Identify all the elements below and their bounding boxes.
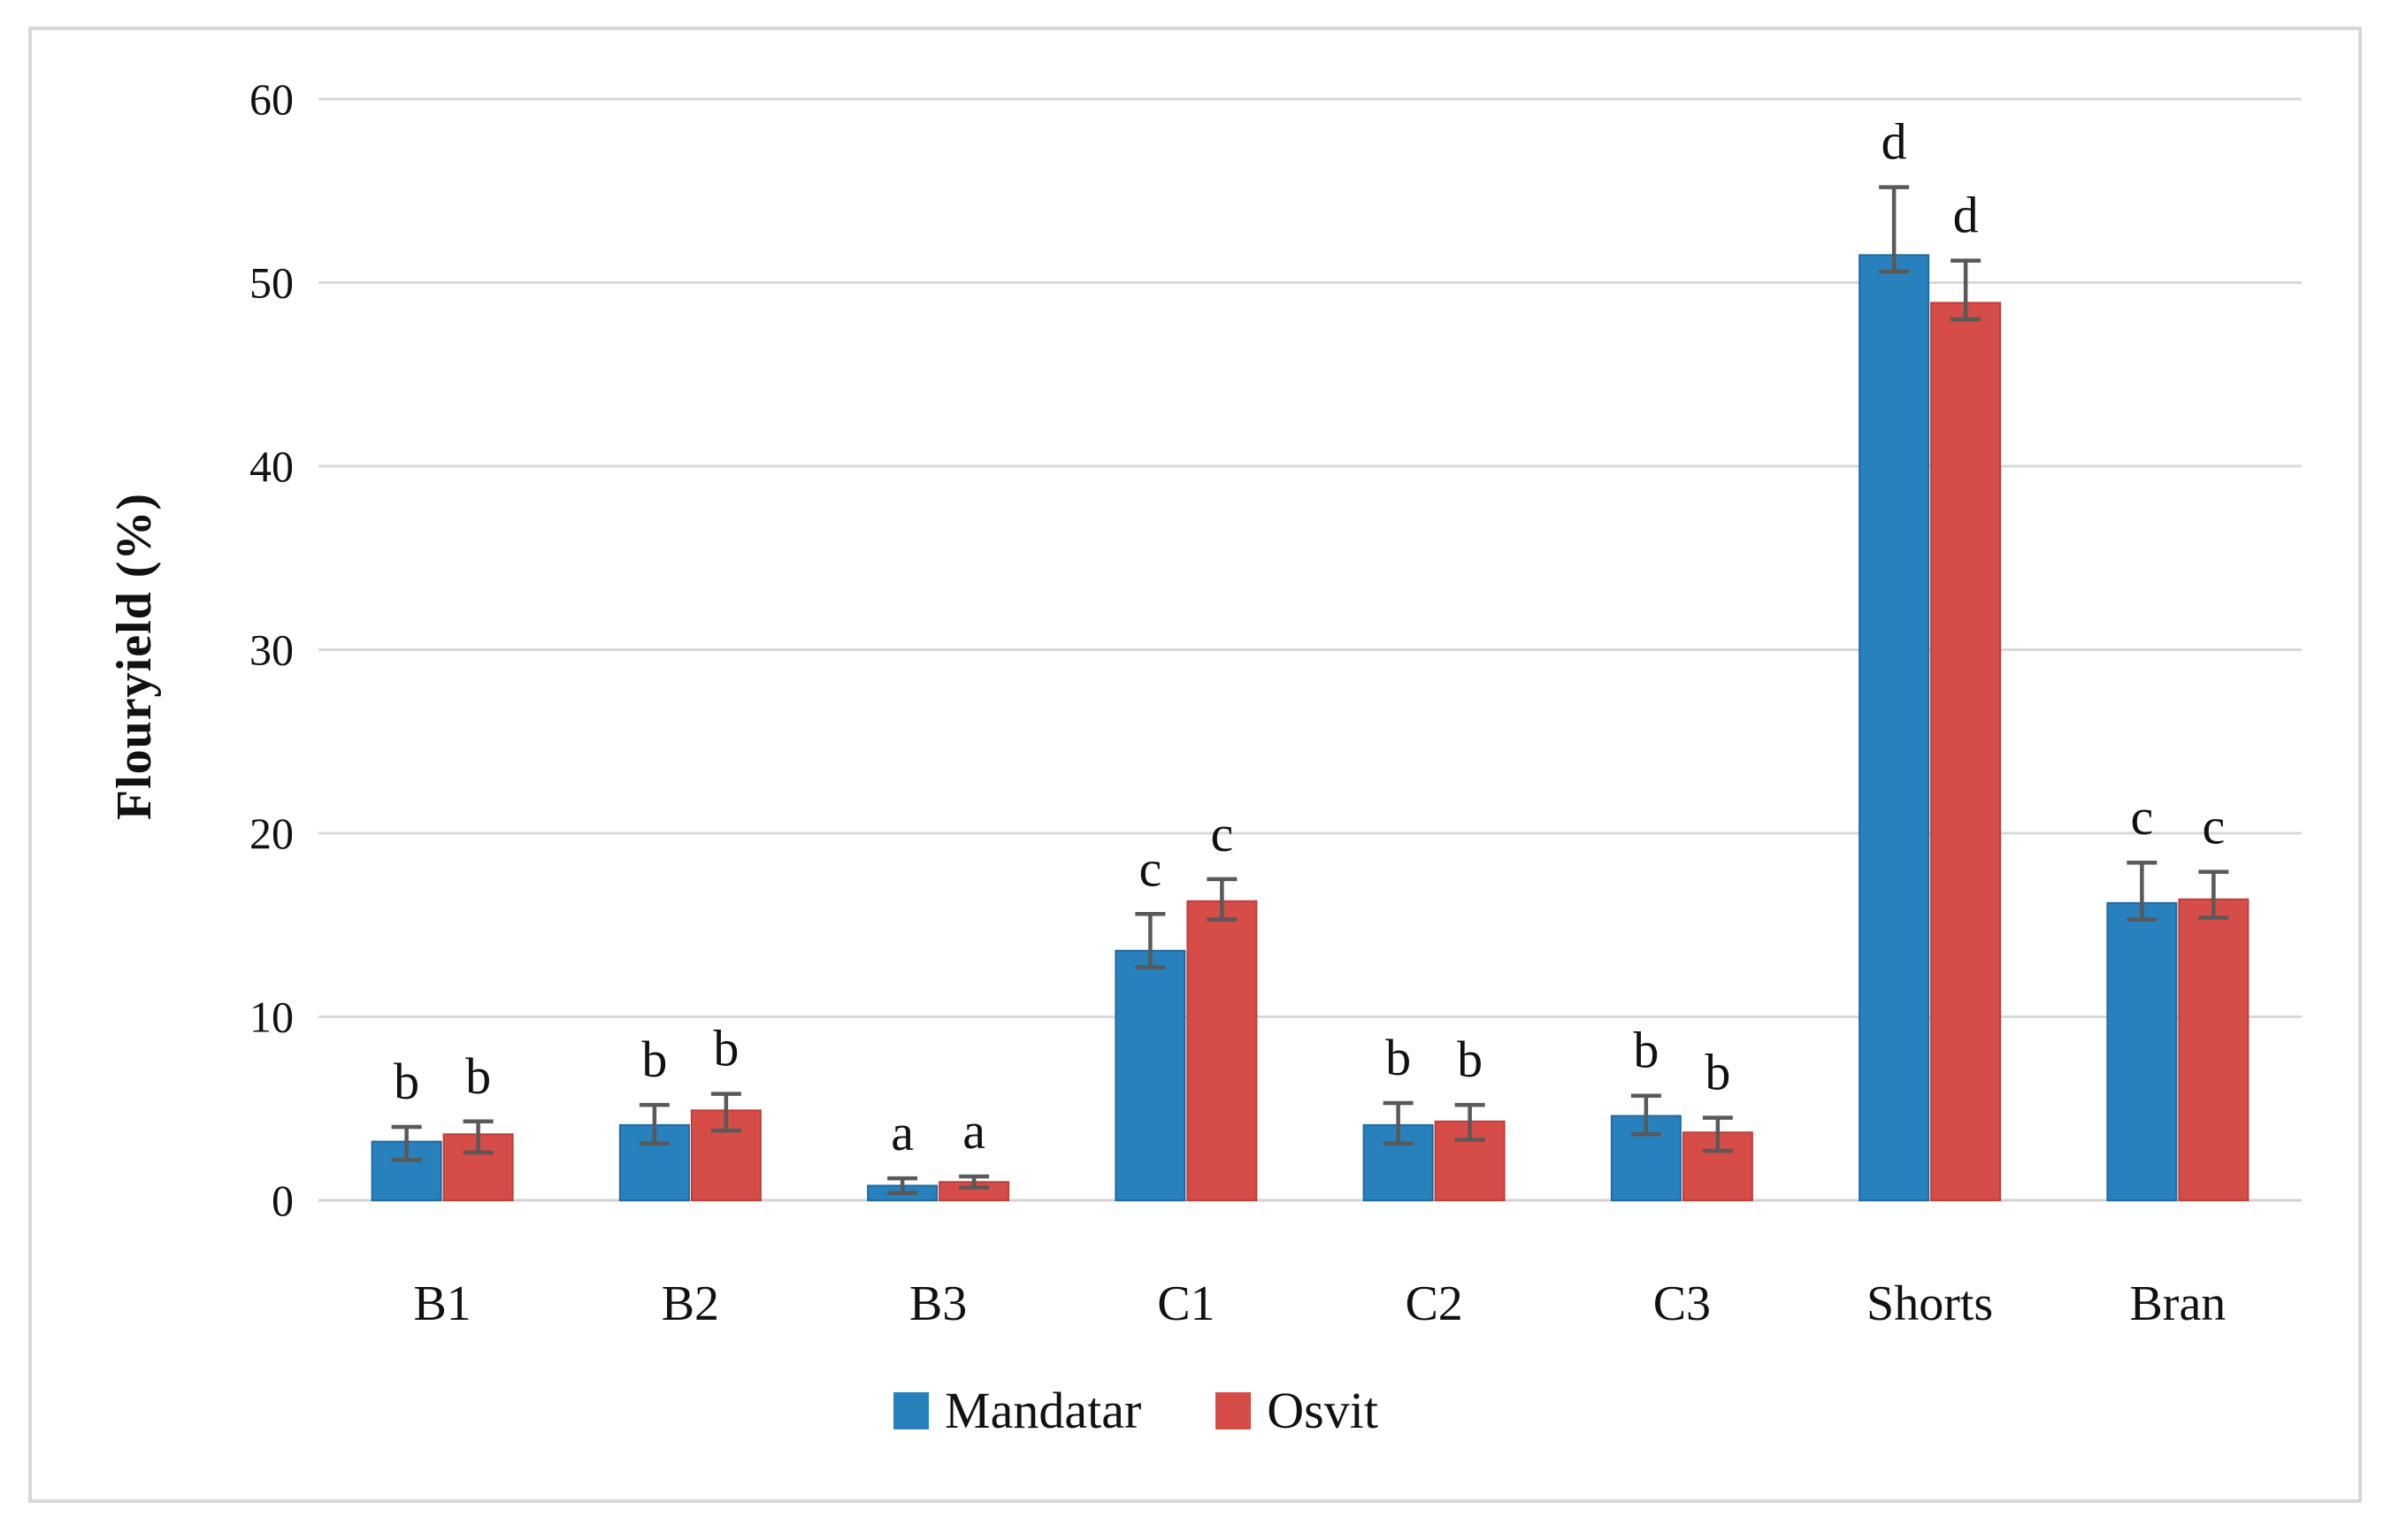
y-tick-label-0: 0 bbox=[272, 1176, 294, 1225]
sig-letter-osvit-shorts: d bbox=[1953, 187, 1979, 244]
legend-swatch-mandatar bbox=[893, 1392, 930, 1429]
x-tick-label-b2: B2 bbox=[662, 1276, 719, 1331]
y-tick-label-30: 30 bbox=[249, 625, 294, 675]
y-tick-label-60: 60 bbox=[249, 74, 294, 124]
y-tick-label-50: 50 bbox=[249, 258, 294, 308]
x-tick-label-bran: Bran bbox=[2129, 1276, 2226, 1331]
bar-osvit-shorts bbox=[1930, 302, 2002, 1201]
y-tick-label-20: 20 bbox=[249, 808, 294, 858]
sig-letter-osvit-b3: a bbox=[962, 1102, 985, 1160]
bar-mandatar-shorts bbox=[1859, 254, 1930, 1201]
legend-swatch-osvit bbox=[1215, 1392, 1252, 1429]
y-tick-label-40: 40 bbox=[249, 441, 294, 491]
legend-label-osvit: Osvit bbox=[1267, 1382, 1378, 1439]
sig-letter-mandatar-b1: b bbox=[394, 1053, 419, 1110]
x-tick-label-shorts: Shorts bbox=[1866, 1276, 1993, 1331]
bar-osvit-bran bbox=[2178, 898, 2250, 1201]
legend-label-mandatar: Mandatar bbox=[945, 1382, 1142, 1439]
bar-osvit-c1 bbox=[1186, 900, 1258, 1202]
x-tick-label-c3: C3 bbox=[1653, 1276, 1711, 1331]
sig-letter-osvit-c2: b bbox=[1457, 1030, 1483, 1088]
sig-letter-mandatar-bran: c bbox=[2131, 788, 2154, 846]
y-tick-label-10: 10 bbox=[249, 992, 294, 1042]
sig-letter-mandatar-b3: a bbox=[891, 1104, 914, 1161]
sig-letter-mandatar-b2: b bbox=[641, 1030, 667, 1088]
sig-letter-osvit-b1: b bbox=[465, 1047, 491, 1105]
sig-letter-osvit-c3: b bbox=[1705, 1044, 1730, 1101]
legend-item-mandatar: Mandatar bbox=[893, 1385, 1141, 1437]
sig-letter-osvit-bran: c bbox=[2203, 798, 2226, 855]
x-tick-label-b1: B1 bbox=[413, 1276, 471, 1331]
bar-mandatar-b2 bbox=[618, 1123, 690, 1202]
legend-item-osvit: Osvit bbox=[1215, 1385, 1378, 1437]
sig-letter-osvit-c1: c bbox=[1211, 805, 1234, 862]
y-axis-title: Flouryield (%) bbox=[107, 492, 162, 821]
sig-letter-mandatar-shorts: d bbox=[1882, 113, 1907, 171]
x-tick-label-c1: C1 bbox=[1157, 1276, 1215, 1331]
legend: Mandatar Osvit bbox=[893, 1385, 1378, 1437]
x-tick-label-c2: C2 bbox=[1405, 1276, 1462, 1331]
sig-letter-osvit-b2: b bbox=[713, 1020, 739, 1077]
bar-mandatar-c1 bbox=[1115, 949, 1186, 1202]
x-tick-label-b3: B3 bbox=[909, 1276, 967, 1331]
bar-mandatar-bran bbox=[2106, 901, 2178, 1201]
sig-letter-mandatar-c3: b bbox=[1633, 1022, 1659, 1079]
sig-letter-mandatar-c2: b bbox=[1385, 1029, 1411, 1086]
sig-letter-mandatar-c1: c bbox=[1139, 839, 1162, 897]
